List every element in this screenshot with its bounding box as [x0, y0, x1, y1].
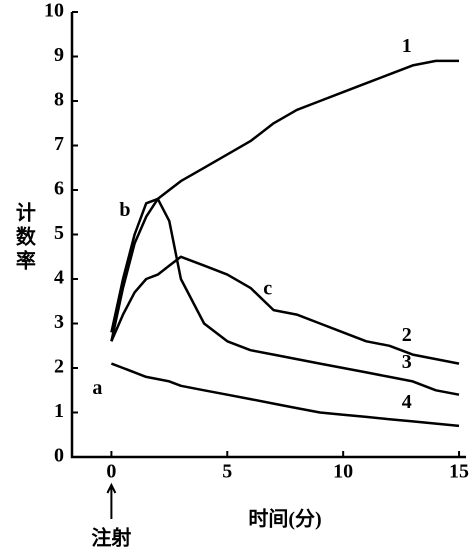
curve-label: 2 [402, 324, 412, 346]
annotation: b [119, 199, 130, 221]
y-tick-label: 2 [54, 356, 64, 378]
y-tick-label: 0 [54, 445, 64, 467]
annotation: c [263, 278, 272, 300]
curve [110, 362, 460, 428]
annotation: 注射 [91, 526, 131, 550]
y-tick-label: 8 [54, 89, 64, 111]
curve-label: 4 [402, 391, 412, 413]
x-tick-label: 10 [333, 461, 353, 483]
y-tick-label: 4 [54, 267, 64, 289]
x-tick-label: 5 [222, 461, 232, 483]
curve [110, 197, 460, 396]
y-tick-label: 1 [54, 400, 64, 422]
x-tick-label: 15 [449, 461, 469, 483]
annotation: a [92, 377, 102, 399]
curve-label: 3 [402, 351, 412, 373]
y-tick-label: 9 [54, 44, 64, 66]
y-tick-label: 3 [54, 311, 64, 333]
curve-label: 1 [402, 35, 412, 57]
y-tick-label: 7 [54, 133, 64, 155]
x-tick-label: 0 [106, 461, 116, 483]
y-tick-label: 10 [44, 0, 64, 22]
injection-arrow [106, 482, 117, 519]
y-tick-label: 5 [54, 222, 64, 244]
y-tick-label: 6 [54, 178, 64, 200]
x-axis-label: 时间(分) [248, 508, 321, 531]
curve [110, 59, 459, 342]
curve [110, 255, 460, 365]
y-axis-label: 计数率 [12, 202, 35, 274]
